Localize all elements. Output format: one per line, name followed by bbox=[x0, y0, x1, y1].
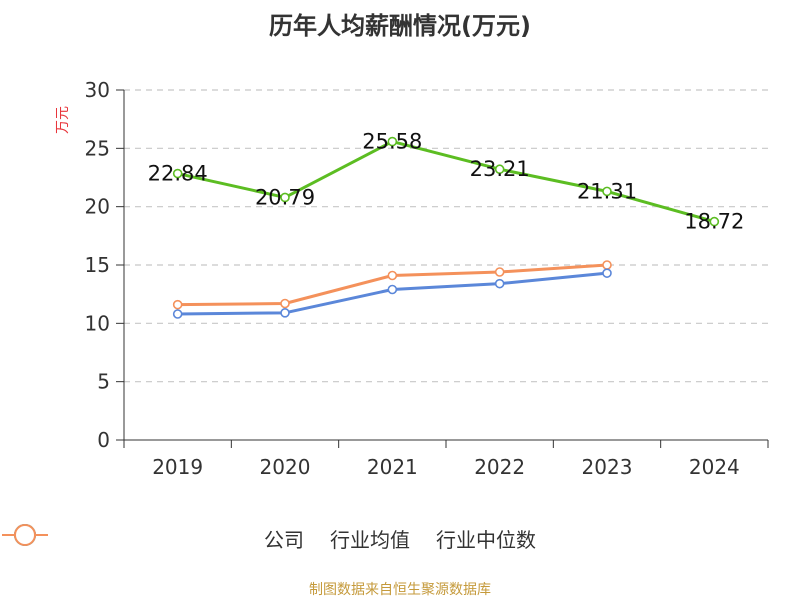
y-tick-label: 30 bbox=[85, 78, 110, 102]
data-label: 20.79 bbox=[255, 185, 315, 209]
x-tick-label: 2024 bbox=[689, 455, 740, 479]
data-point bbox=[172, 299, 183, 310]
data-point bbox=[172, 168, 183, 179]
data-label: 21.31 bbox=[577, 179, 637, 203]
x-tick-label: 2020 bbox=[260, 455, 311, 479]
data-point bbox=[387, 284, 398, 295]
data-point bbox=[387, 270, 398, 281]
y-tick-label: 20 bbox=[85, 195, 110, 219]
data-point bbox=[494, 267, 505, 277]
data-point bbox=[172, 309, 183, 319]
source-footer: 制图数据来自恒生聚源数据库 bbox=[309, 582, 491, 598]
legend-label: 公司 bbox=[264, 527, 304, 552]
data-point bbox=[280, 308, 290, 318]
y-tick-label: 5 bbox=[97, 370, 110, 394]
legend-label: 行业中位数 bbox=[436, 527, 536, 552]
y-tick-label: 25 bbox=[85, 136, 110, 160]
x-tick-label: 2023 bbox=[582, 455, 633, 479]
data-point bbox=[280, 298, 290, 309]
y-tick-label: 15 bbox=[85, 253, 110, 277]
data-label: 23.21 bbox=[470, 157, 530, 181]
x-tick-label: 2021 bbox=[367, 455, 418, 479]
data-label: 22.84 bbox=[148, 162, 208, 186]
data-label: 18.72 bbox=[684, 210, 744, 234]
chart-title: 历年人均薪酬情况(万元) bbox=[269, 12, 531, 40]
y-tick-label: 10 bbox=[85, 311, 110, 335]
legend-item[interactable]: 公司 bbox=[2, 524, 304, 553]
x-tick-label: 2022 bbox=[474, 455, 525, 479]
data-point bbox=[494, 164, 505, 175]
data-point bbox=[602, 186, 612, 197]
data-point bbox=[280, 192, 290, 203]
data-point bbox=[602, 260, 612, 270]
legend-marker-icon bbox=[2, 524, 48, 546]
legend: 公司 行业均值 行业中位数 bbox=[0, 520, 800, 556]
legend-label: 行业均值 bbox=[330, 527, 410, 552]
legend-item[interactable]: 行业均值 bbox=[2, 524, 410, 553]
x-tick-label: 2019 bbox=[152, 455, 203, 479]
y-tick-label: 0 bbox=[97, 428, 110, 452]
data-point bbox=[602, 268, 612, 278]
data-point bbox=[709, 216, 720, 227]
data-label: 25.58 bbox=[362, 130, 422, 154]
data-point bbox=[387, 136, 398, 147]
legend-item[interactable]: 行业中位数 bbox=[2, 524, 536, 553]
data-point bbox=[494, 278, 505, 289]
series-line bbox=[177, 140, 715, 224]
